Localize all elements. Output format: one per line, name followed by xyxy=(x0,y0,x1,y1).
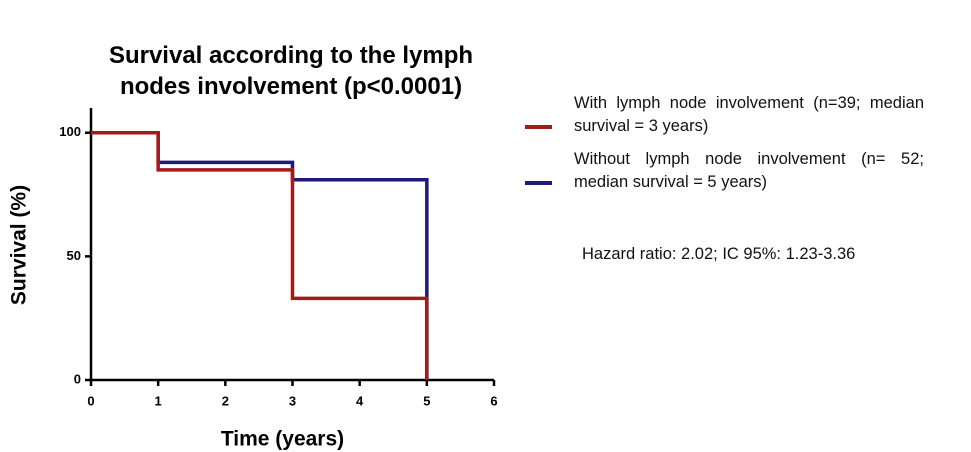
y-tick-label: 0 xyxy=(74,371,81,386)
x-tick-label: 1 xyxy=(155,393,162,408)
x-tick-label: 5 xyxy=(423,393,430,408)
x-tick-label: 3 xyxy=(289,393,296,408)
survival-line xyxy=(91,130,429,380)
chart-title: Survival according to the lymph nodes in… xyxy=(108,42,474,100)
y-tick-label: 50 xyxy=(67,248,81,263)
x-tick-label: 4 xyxy=(356,393,364,408)
annotation: Hazard ratio: 2.02; IC 95%: 1.23-3.36 xyxy=(582,245,856,263)
legend-label: With lymph node involvement (n=39; media… xyxy=(574,94,924,135)
x-axis-label: Time (years) xyxy=(221,428,344,451)
x-tick-label: 6 xyxy=(490,393,497,408)
x-tick-label: 2 xyxy=(222,393,229,408)
y-axis-label: Survival (%) xyxy=(8,185,31,305)
y-tick-label: 100 xyxy=(59,124,81,139)
x-tick-label: 0 xyxy=(87,393,94,408)
legend-label: Without lymph node involvement (n= 52; m… xyxy=(574,150,924,191)
